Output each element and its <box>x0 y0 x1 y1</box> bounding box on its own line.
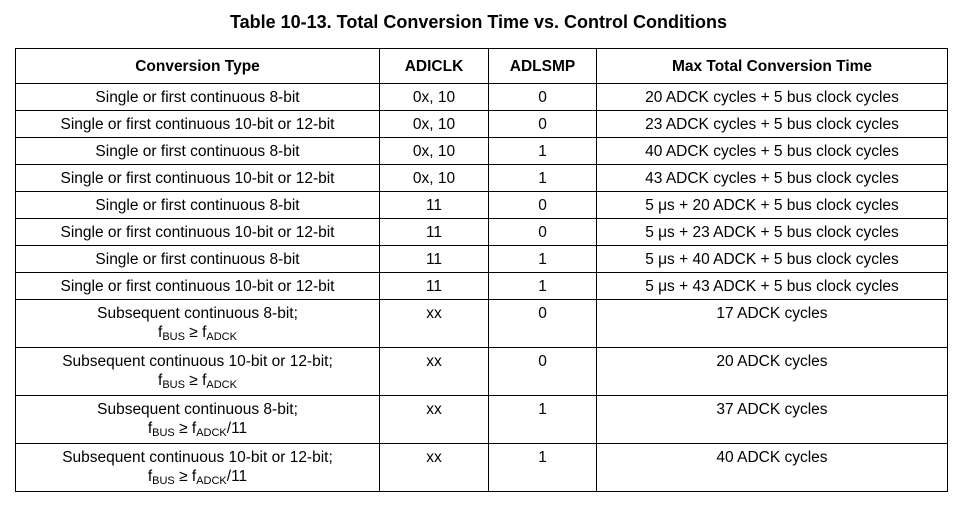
adlsmp-cell: 1 <box>488 245 597 273</box>
conversion-type-text: Subsequent continuous 10-bit or 12-bit; <box>62 353 333 370</box>
adiclk-cell: xx <box>379 395 489 444</box>
table-row: Single or first continuous 8-bit 11 1 5 … <box>15 245 948 273</box>
adiclk-cell: 11 <box>379 218 489 246</box>
adlsmp-cell: 0 <box>488 347 597 396</box>
adiclk-cell: xx <box>379 347 489 396</box>
conversion-type-cell: Single or first continuous 8-bit <box>15 137 380 165</box>
conversion-time-cell: 20 ADCK cycles + 5 bus clock cycles <box>596 83 948 111</box>
conversion-time-cell: 43 ADCK cycles + 5 bus clock cycles <box>596 164 948 192</box>
adlsmp-cell: 1 <box>488 443 597 492</box>
header-max-total-conversion-time: Max Total Conversion Time <box>596 48 948 84</box>
table-row: Subsequent continuous 10-bit or 12-bit; … <box>15 347 948 396</box>
conversion-time-cell: 40 ADCK cycles <box>596 443 948 492</box>
header-adlsmp: ADLSMP <box>488 48 597 84</box>
conversion-time-cell: 5 μs + 40 ADCK + 5 bus clock cycles <box>596 245 948 273</box>
conversion-type-cell: Single or first continuous 10-bit or 12-… <box>15 272 380 300</box>
adlsmp-cell: 0 <box>488 83 597 111</box>
conversion-type-cell: Subsequent continuous 8-bit; fBUS ≥ fADC… <box>15 299 380 348</box>
table-row: Single or first continuous 8-bit 0x, 10 … <box>15 137 948 165</box>
clock-condition: fBUS ≥ fADCK/11 <box>147 468 248 487</box>
adlsmp-cell: 0 <box>488 110 597 138</box>
conversion-time-cell: 5 μs + 43 ADCK + 5 bus clock cycles <box>596 272 948 300</box>
clock-condition: fBUS ≥ fADCK <box>158 372 237 391</box>
clock-condition: fBUS ≥ fADCK/11 <box>147 420 248 439</box>
conversion-time-cell: 23 ADCK cycles + 5 bus clock cycles <box>596 110 948 138</box>
conversion-type-cell: Single or first continuous 8-bit <box>15 191 380 219</box>
table-row: Single or first continuous 8-bit 11 0 5 … <box>15 191 948 219</box>
conversion-time-cell: 5 μs + 20 ADCK + 5 bus clock cycles <box>596 191 948 219</box>
adiclk-cell: 0x, 10 <box>379 164 489 192</box>
conversion-type-text: Subsequent continuous 8-bit; <box>97 401 298 418</box>
header-adiclk: ADICLK <box>379 48 489 84</box>
conversion-time-cell: 37 ADCK cycles <box>596 395 948 444</box>
clock-condition: fBUS ≥ fADCK <box>158 324 237 343</box>
adlsmp-cell: 1 <box>488 272 597 300</box>
table-row: Single or first continuous 8-bit 0x, 10 … <box>15 83 948 111</box>
conversion-time-cell: 5 μs + 23 ADCK + 5 bus clock cycles <box>596 218 948 246</box>
adlsmp-cell: 0 <box>488 191 597 219</box>
adiclk-cell: xx <box>379 299 489 348</box>
conversion-type-cell: Single or first continuous 10-bit or 12-… <box>15 110 380 138</box>
conversion-time-cell: 40 ADCK cycles + 5 bus clock cycles <box>596 137 948 165</box>
conversion-type-cell: Single or first continuous 10-bit or 12-… <box>15 218 380 246</box>
adlsmp-cell: 1 <box>488 395 597 444</box>
adiclk-cell: 11 <box>379 272 489 300</box>
adlsmp-cell: 1 <box>488 137 597 165</box>
table-header-row: Conversion Type ADICLK ADLSMP Max Total … <box>15 48 948 84</box>
conversion-time-cell: 17 ADCK cycles <box>596 299 948 348</box>
adlsmp-cell: 0 <box>488 299 597 348</box>
conversion-type-cell: Single or first continuous 8-bit <box>15 245 380 273</box>
conversion-type-cell: Subsequent continuous 10-bit or 12-bit; … <box>15 347 380 396</box>
table-body: Single or first continuous 8-bit 0x, 10 … <box>15 83 948 492</box>
conversion-type-cell: Single or first continuous 8-bit <box>15 83 380 111</box>
conversion-type-text: Subsequent continuous 10-bit or 12-bit; <box>62 449 333 466</box>
adlsmp-cell: 1 <box>488 164 597 192</box>
adiclk-cell: 0x, 10 <box>379 137 489 165</box>
table-row: Subsequent continuous 8-bit; fBUS ≥ fADC… <box>15 395 948 444</box>
adiclk-cell: 0x, 10 <box>379 110 489 138</box>
conversion-type-cell: Subsequent continuous 10-bit or 12-bit; … <box>15 443 380 492</box>
table-row: Single or first continuous 10-bit or 12-… <box>15 164 948 192</box>
table-row: Subsequent continuous 8-bit; fBUS ≥ fADC… <box>15 299 948 348</box>
table-row: Subsequent continuous 10-bit or 12-bit; … <box>15 443 948 492</box>
conversion-type-cell: Single or first continuous 10-bit or 12-… <box>15 164 380 192</box>
conversion-time-cell: 20 ADCK cycles <box>596 347 948 396</box>
table-row: Single or first continuous 10-bit or 12-… <box>15 272 948 300</box>
table-row: Single or first continuous 10-bit or 12-… <box>15 110 948 138</box>
adiclk-cell: 0x, 10 <box>379 83 489 111</box>
adlsmp-cell: 0 <box>488 218 597 246</box>
header-conversion-type: Conversion Type <box>15 48 380 84</box>
adiclk-cell: 11 <box>379 245 489 273</box>
conversion-time-table: Conversion Type ADICLK ADLSMP Max Total … <box>15 48 948 492</box>
conversion-type-cell: Subsequent continuous 8-bit; fBUS ≥ fADC… <box>15 395 380 444</box>
adiclk-cell: xx <box>379 443 489 492</box>
conversion-type-text: Subsequent continuous 8-bit; <box>97 305 298 322</box>
adiclk-cell: 11 <box>379 191 489 219</box>
table-row: Single or first continuous 10-bit or 12-… <box>15 218 948 246</box>
table-title: Table 10-13. Total Conversion Time vs. C… <box>229 12 728 32</box>
